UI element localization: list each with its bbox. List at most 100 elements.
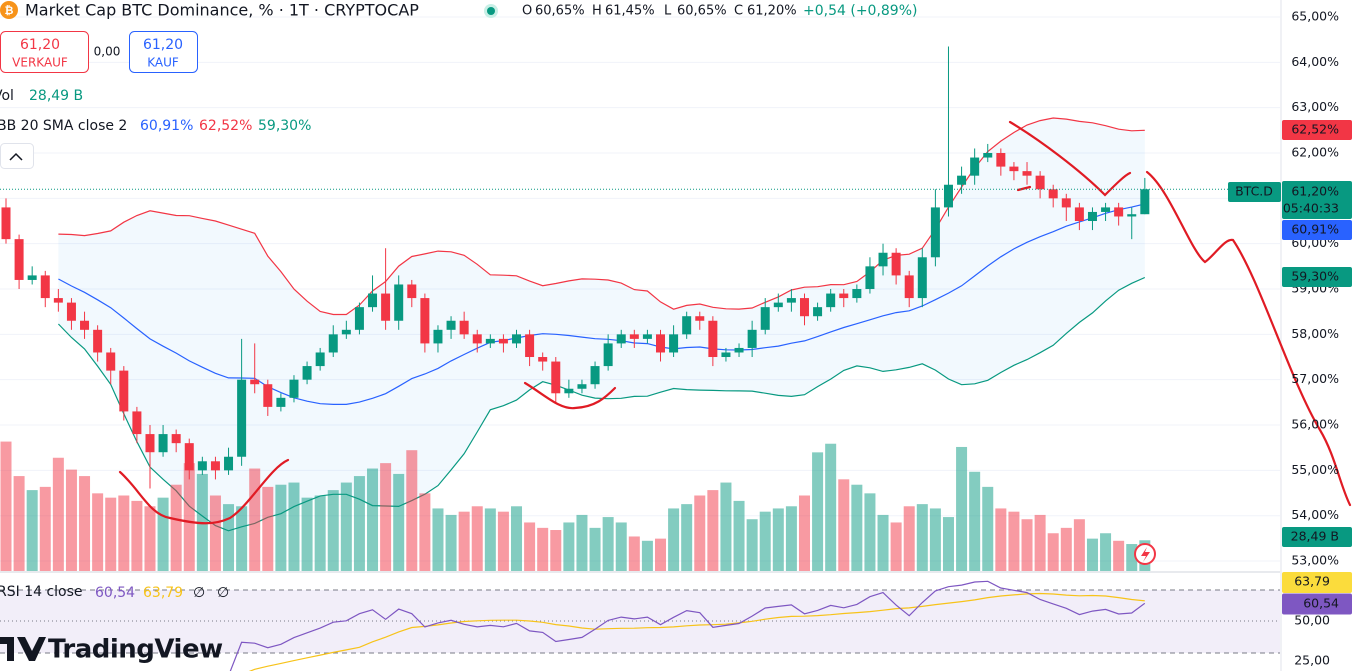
candle-body xyxy=(865,266,875,290)
title: Market Cap BTC Dominance, % · 1T · CRYPT… xyxy=(25,1,419,20)
alert-glyph[interactable] xyxy=(1141,547,1150,562)
ohlc-key: O xyxy=(522,4,532,19)
volume-bar xyxy=(602,517,614,571)
candle-body xyxy=(656,334,665,353)
candle-body xyxy=(773,302,783,308)
drawn-projection xyxy=(1145,170,1352,507)
candle-body xyxy=(394,284,404,321)
volume-bar xyxy=(668,508,680,571)
volume-bar xyxy=(340,482,352,571)
candle-body xyxy=(27,275,37,280)
candle-body xyxy=(525,334,535,358)
rsi-tick-label: 25,00 xyxy=(1294,653,1330,668)
volume-bar xyxy=(223,504,235,571)
volume-bar xyxy=(890,522,902,571)
candle-body xyxy=(433,329,443,344)
volume-bar xyxy=(550,530,562,571)
bb-label: BB 20 SMA close 2 xyxy=(0,118,127,134)
candle-body xyxy=(93,329,103,353)
candle-body xyxy=(538,357,548,362)
volume-bar xyxy=(301,497,313,571)
candle-body xyxy=(341,329,351,335)
volume-bar xyxy=(916,504,928,571)
ohlc-key: H xyxy=(592,4,602,19)
candle-body xyxy=(891,252,901,276)
candle-body xyxy=(485,338,495,344)
volume-bar xyxy=(471,506,483,571)
volume-bar xyxy=(26,490,38,571)
candle-body xyxy=(315,352,325,367)
candle-body xyxy=(158,434,168,453)
candle-body xyxy=(472,334,482,344)
axis-tag xyxy=(1282,267,1352,287)
candle-body xyxy=(1101,207,1111,212)
volume-bar xyxy=(956,446,968,571)
buy-price[interactable]: 61,20 xyxy=(143,37,183,53)
rsi-tag: 60,54 xyxy=(1303,596,1339,611)
volume-bar xyxy=(759,511,771,571)
ohlc-value: 61,45% xyxy=(605,4,655,19)
sell-button[interactable] xyxy=(0,31,89,73)
volume-bar xyxy=(655,538,666,571)
volume-bar xyxy=(733,500,745,571)
rsi-ma-line xyxy=(248,592,1145,671)
volume-bar xyxy=(812,452,824,571)
volume-bar xyxy=(380,463,392,571)
candle-body xyxy=(1140,189,1150,215)
candle-body xyxy=(1048,189,1058,199)
buy-button[interactable] xyxy=(129,31,198,73)
volume-bar xyxy=(681,504,693,571)
symbol-tag-label: BTC.D xyxy=(1235,184,1273,199)
candle-body xyxy=(368,293,378,308)
candle-body xyxy=(1087,211,1097,222)
change: +0,54 (+0,89%) xyxy=(803,3,917,19)
axis-tag xyxy=(1282,527,1352,547)
candle-body xyxy=(642,334,652,339)
collapse-icon[interactable] xyxy=(9,152,23,161)
candle-body xyxy=(1114,207,1124,217)
candle-body xyxy=(197,461,207,471)
candle-body xyxy=(1035,175,1045,190)
axis-tag xyxy=(1282,593,1352,615)
volume-bar xyxy=(628,536,640,571)
candle-body xyxy=(682,316,692,335)
candle-body xyxy=(420,298,430,344)
sell-price[interactable]: 61,20 xyxy=(20,37,60,53)
candle-body xyxy=(224,456,234,471)
vol-value: 28,49 B xyxy=(29,88,83,104)
volume-bar xyxy=(589,527,601,571)
candle-body xyxy=(354,307,364,330)
candle-body xyxy=(106,352,116,371)
volume-bar xyxy=(995,508,1007,571)
volume-bar xyxy=(118,495,130,571)
volume-bar xyxy=(877,514,889,571)
volume-bar xyxy=(484,508,496,571)
volume-bar xyxy=(694,495,706,571)
brand-logo xyxy=(0,637,46,661)
candle-body xyxy=(446,320,456,330)
volume-bar xyxy=(419,493,431,571)
ohlc-key: L xyxy=(664,4,672,19)
volume-bar xyxy=(367,468,379,571)
volume xyxy=(0,441,1151,571)
buy-label[interactable]: KAUF xyxy=(147,56,179,70)
candle-body xyxy=(289,379,299,398)
sell-label[interactable]: VERKAUF xyxy=(12,56,68,70)
volume-bar xyxy=(524,522,536,571)
ohlc-key: C xyxy=(734,4,743,19)
candle-body xyxy=(407,284,417,299)
candle-body xyxy=(786,298,796,303)
volume-bar xyxy=(79,476,91,571)
volume-bar xyxy=(65,469,77,571)
candle-body xyxy=(302,366,312,380)
candles xyxy=(1,46,1150,489)
volume-bar xyxy=(262,486,274,571)
volume-bar xyxy=(838,479,850,571)
y-tick-label: 54,00% xyxy=(1291,507,1339,522)
volume-bar xyxy=(982,486,994,571)
candle-body xyxy=(119,370,129,412)
candle-body xyxy=(616,334,626,344)
volume-bar xyxy=(1100,533,1112,571)
candle-body xyxy=(996,153,1006,167)
volume-bar xyxy=(707,490,719,571)
